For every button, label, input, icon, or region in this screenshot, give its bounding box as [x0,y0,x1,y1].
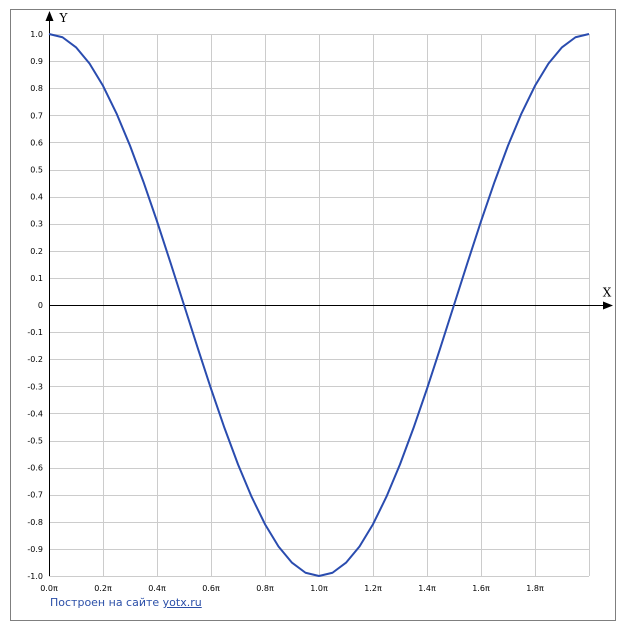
x-tick-label: 1.8π [526,584,544,593]
y-tick-label: 0.9 [30,57,43,66]
x-tick-labels: 0.0π 0.2π 0.4π 0.6π 0.8π 1.0π 1.2π 1.4π 1.6π 1.8π [40,584,544,593]
y-tick-label: 1.0 [30,30,43,39]
y-tick-label: 0.6 [30,138,43,147]
y-tick-label: -0.7 [27,491,43,500]
y-tick-label: -0.4 [27,409,43,418]
x-tick-label: 0.2π [94,584,112,593]
x-tick-label: 1.4π [418,584,436,593]
credit-link[interactable]: yotx.ru [162,596,202,609]
y-tick-label: 0.5 [30,166,43,175]
y-tick-label: 0.1 [30,274,43,283]
x-axis-arrow-icon [603,301,613,310]
y-axis-arrow-icon [45,11,54,21]
x-tick-label: 1.0π [310,584,328,593]
grid-lines [49,34,590,577]
y-tick-label: 0.3 [30,220,43,229]
y-tick-label: -1.0 [27,572,43,581]
x-tick-label: 0.4π [148,584,166,593]
y-tick-label: -0.3 [27,382,43,391]
series-group [48,33,590,577]
y-tick-label: -0.9 [27,545,43,554]
y-tick-labels: 1.0 0.9 0.8 0.7 0.6 0.5 0.4 0.3 0.2 0.1 0 -0.1 -0.2 -… [27,30,43,581]
y-tick-label: -0.1 [27,328,43,337]
y-tick-label: 0.7 [30,111,43,120]
y-tick-label: 0 [38,301,43,310]
chart-frame [10,9,616,621]
x-tick-label: 0.8π [256,584,274,593]
x-tick-label: 0.6π [202,584,220,593]
axes: X Y [45,11,613,576]
x-tick-label: 1.2π [364,584,382,593]
y-tick-label: 0.2 [30,247,43,256]
x-axis-label: X [603,286,612,300]
y-tick-label: 0.4 [30,193,43,202]
credit-label: Построен на сайте [50,596,160,609]
y-tick-label: 0.8 [30,84,43,93]
y-tick-label: -0.6 [27,464,43,473]
y-tick-label: -0.2 [27,355,43,364]
y-axis-label: Y [59,11,69,25]
y-tick-label: -0.8 [27,518,43,527]
x-tick-label: 0.0π [40,584,58,593]
credit-text: Построен на сайте yotx.ru [50,596,202,609]
x-tick-label: 1.6π [472,584,490,593]
series-line-0 [48,33,590,577]
y-tick-label: -0.5 [27,437,43,446]
